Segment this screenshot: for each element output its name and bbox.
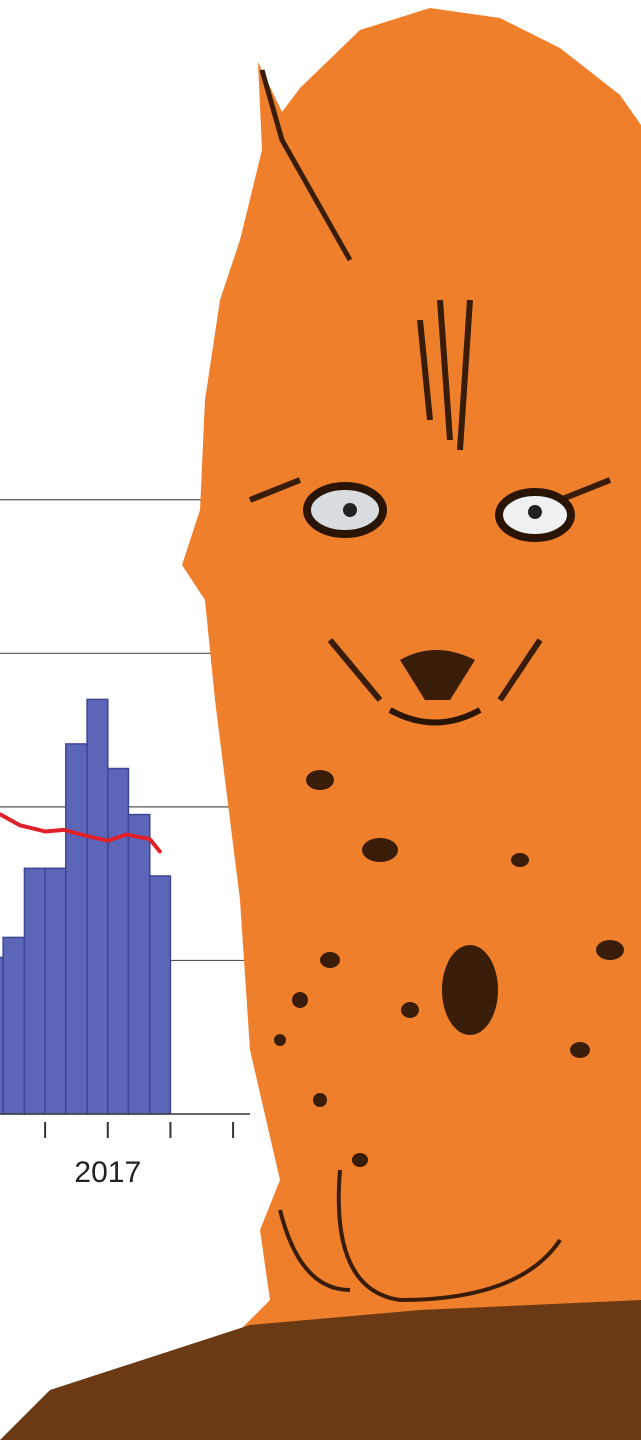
bar [87, 699, 108, 1114]
bar [150, 876, 171, 1114]
bar [66, 744, 87, 1114]
page: 2017 [0, 0, 641, 1440]
lynx-pupil [343, 503, 357, 517]
lynx-pupil [528, 505, 542, 519]
bar [128, 815, 149, 1114]
x-tick-label: 2017 [74, 1156, 141, 1189]
bar [24, 868, 45, 1114]
bar [3, 937, 24, 1114]
bar [108, 769, 129, 1115]
bar [45, 868, 66, 1114]
